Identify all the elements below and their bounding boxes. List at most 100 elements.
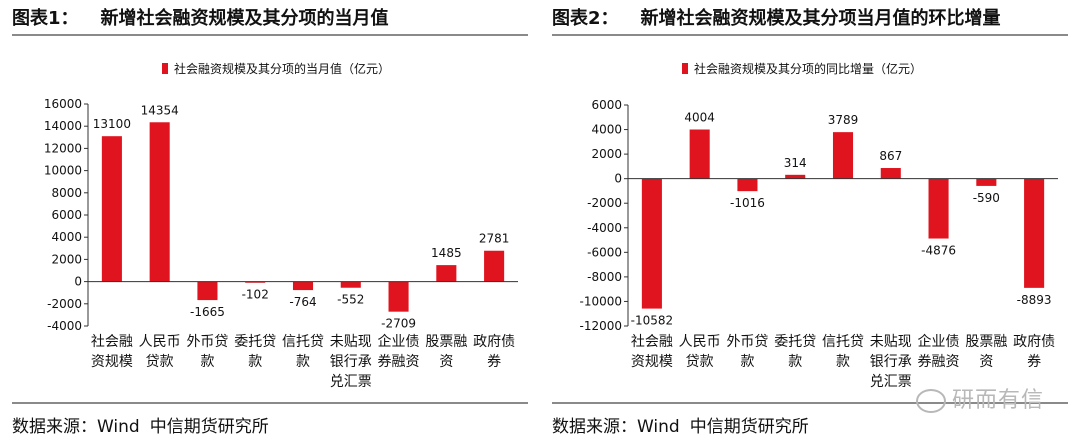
bar [484, 250, 505, 282]
x-tick-label-line: 外币贷 [186, 334, 228, 350]
x-tick-label-line: 未贴现 [330, 334, 372, 350]
data-label: 2781 [479, 232, 510, 246]
x-tick-label-line: 委托贷 [774, 334, 816, 350]
x-tick-label: 未贴现银行承兑汇票 [330, 334, 372, 390]
source-divider [552, 402, 1068, 404]
x-tick-label-line: 款 [248, 354, 262, 370]
data-label: 13100 [93, 117, 131, 131]
y-tick-label: 0 [74, 275, 82, 289]
x-tick-label: 股票融资 [425, 334, 467, 370]
title-divider [12, 34, 528, 36]
wechat-icon [915, 389, 946, 413]
data-label: -1016 [730, 196, 765, 210]
source-org: 中信期货研究所 [149, 417, 269, 437]
x-tick-label-line: 企业债 [378, 333, 420, 350]
data-label: -8893 [1017, 293, 1052, 307]
x-tick-label-line: 银行承 [870, 354, 912, 370]
x-tick-label: 社会融资规模 [631, 334, 673, 370]
x-tick-label-line: 资规模 [631, 354, 673, 370]
watermark-text: 研而有信 [951, 388, 1044, 413]
y-tick-label: 0 [614, 172, 622, 186]
y-tick-label: 10000 [44, 164, 82, 178]
x-tick-label: 人民币贷款 [139, 334, 181, 370]
x-tick-label-line: 款 [836, 354, 850, 370]
x-tick-label-line: 款 [296, 354, 310, 370]
source-note-2: 数据来源：Wind 中信期货研究所 [552, 412, 809, 437]
x-tick-label-line: 人民币 [139, 334, 181, 350]
x-tick-label-line: 兑汇票 [330, 374, 372, 390]
x-tick-label-line: 社会融 [631, 334, 673, 350]
y-tick-label: -6000 [587, 245, 622, 259]
bar [245, 281, 266, 283]
chart-title-text: 新增社会融资规模及其分项当月值的环比增量 [640, 8, 1001, 29]
data-label: 4004 [684, 111, 715, 125]
bar [149, 122, 170, 282]
x-tick-label-line: 信托贷 [822, 334, 864, 350]
legend-swatch [682, 63, 688, 74]
data-label: -102 [242, 288, 269, 302]
y-tick-label: 2000 [51, 252, 82, 266]
data-label: -552 [337, 293, 364, 307]
x-tick-label: 企业债券融资 [378, 333, 420, 370]
legend-swatch [162, 63, 168, 74]
x-tick-label-line: 银行承 [330, 354, 372, 370]
bar [880, 168, 901, 179]
x-tick-label: 政府债券 [473, 334, 515, 370]
x-tick-label-line: 券融资 [918, 354, 960, 370]
chart-panel-1: 图表1： 新增社会融资规模及其分项的当月值 社会融资规模及其分项的当月值（亿元） -… [12, 0, 532, 442]
watermark: 研而有信 [915, 382, 1044, 414]
x-tick-label-line: 政府债 [473, 334, 515, 350]
bar-chart-2: 社会融资规模及其分项的同比增量（亿元） -12000 -10000 -8000 -600… [579, 61, 1058, 390]
data-label: -764 [289, 295, 316, 309]
x-tick-label-line: 委托贷 [234, 334, 276, 350]
data-label: 1485 [431, 246, 462, 260]
data-label: 867 [879, 149, 902, 163]
x-tick-label-line: 券融资 [378, 354, 420, 370]
x-tick-label-line: 资 [439, 354, 453, 370]
x-tick-label: 信托贷款 [282, 334, 324, 370]
bar [388, 281, 409, 312]
source-divider [12, 402, 528, 404]
bar [436, 265, 457, 282]
x-tick-label: 信托贷款 [822, 334, 864, 370]
chart-panel-2: 图表2： 新增社会融资规模及其分项当月值的环比增量 社会融资规模及其分项的同比增量… [552, 0, 1072, 442]
title-divider [552, 34, 1068, 36]
data-label: -590 [973, 191, 1000, 205]
bar [832, 132, 854, 179]
bar [976, 178, 997, 186]
x-tick-label-line: 人民币 [679, 334, 721, 350]
y-tick-label: -10000 [579, 294, 622, 308]
x-tick-label-line: 贷款 [146, 354, 174, 370]
data-label: -4876 [921, 244, 956, 258]
y-tick-label: -12000 [579, 319, 622, 333]
bar-chart-1: 社会融资规模及其分项的当月值（亿元） -4000 -2000 0 2000 4000 600… [44, 61, 518, 390]
bar [1024, 178, 1045, 288]
bar [689, 129, 710, 179]
legend-label: 社会融资规模及其分项的当月值（亿元） [174, 61, 390, 76]
chart-title-1: 图表1： 新增社会融资规模及其分项的当月值 [12, 4, 411, 30]
data-label: -1665 [190, 305, 225, 319]
bar [928, 178, 949, 239]
x-tick-label-line: 款 [200, 354, 214, 370]
data-label: 14354 [141, 103, 179, 117]
x-tick-label-line: 企业债 [918, 333, 960, 350]
bar [737, 178, 758, 192]
y-tick-label: 6000 [591, 98, 622, 112]
bar [292, 281, 314, 291]
x-tick-label-line: 股票融 [965, 334, 1007, 350]
legend-label: 社会融资规模及其分项的同比增量（亿元） [694, 61, 922, 76]
data-label: 3789 [828, 113, 859, 127]
x-tick-label: 人民币贷款 [679, 334, 721, 370]
y-tick-label: 4000 [51, 230, 82, 244]
x-tick-label-line: 款 [740, 354, 754, 370]
x-tick-label-line: 券 [1027, 354, 1041, 370]
y-tick-label: -4000 [47, 319, 82, 333]
x-tick-label: 外币贷款 [726, 334, 768, 370]
chart-title-label: 图表2： [552, 8, 619, 29]
x-tick-label: 股票融资 [965, 334, 1007, 370]
x-tick-label: 政府债券 [1013, 334, 1055, 370]
x-tick-label-line: 资规模 [91, 354, 133, 370]
y-tick-label: 12000 [44, 141, 82, 155]
bar [785, 174, 806, 179]
y-tick-label: 6000 [51, 208, 82, 222]
